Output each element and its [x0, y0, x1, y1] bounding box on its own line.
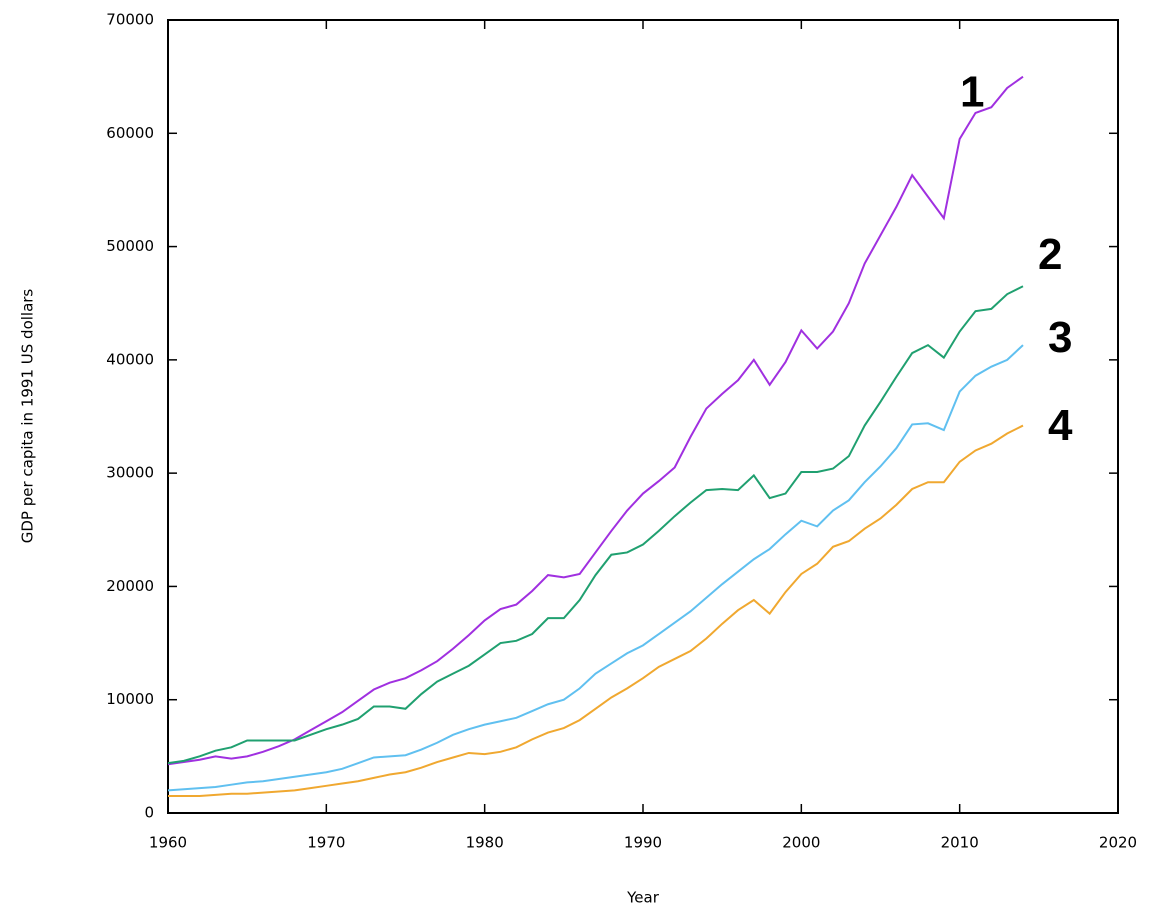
x-tick-label: 2010: [941, 834, 979, 852]
series-line: [167, 285, 1024, 765]
x-tick-label: 1960: [149, 834, 187, 852]
y-tick-label: 30000: [106, 464, 154, 482]
series-label: 2: [1038, 230, 1062, 279]
y-tick-label: 0: [144, 804, 154, 822]
x-tick-label: 1970: [307, 834, 345, 852]
plot-frame: [167, 19, 1119, 814]
x-tick-label: 1990: [624, 834, 662, 852]
y-tick-label: 50000: [106, 237, 154, 255]
x-axis-title: Year: [626, 889, 660, 907]
y-tick-label: 10000: [106, 690, 154, 708]
x-tick-label: 1980: [466, 834, 504, 852]
series-label: 4: [1048, 401, 1073, 450]
x-tick-label: 2020: [1099, 834, 1137, 852]
y-tick-label: 40000: [106, 350, 154, 368]
series-line: [167, 344, 1024, 792]
series-label: 3: [1048, 313, 1072, 362]
y-tick-label: 20000: [106, 577, 154, 595]
y-axis-title: GDP per capita in 1991 US dollars: [19, 289, 37, 544]
series-line: [167, 75, 1024, 766]
series-label: 1: [960, 67, 984, 116]
x-tick-label: 2000: [782, 834, 820, 852]
y-tick-label: 70000: [106, 11, 154, 29]
y-tick-label: 60000: [106, 124, 154, 142]
series-line: [168, 424, 1024, 798]
